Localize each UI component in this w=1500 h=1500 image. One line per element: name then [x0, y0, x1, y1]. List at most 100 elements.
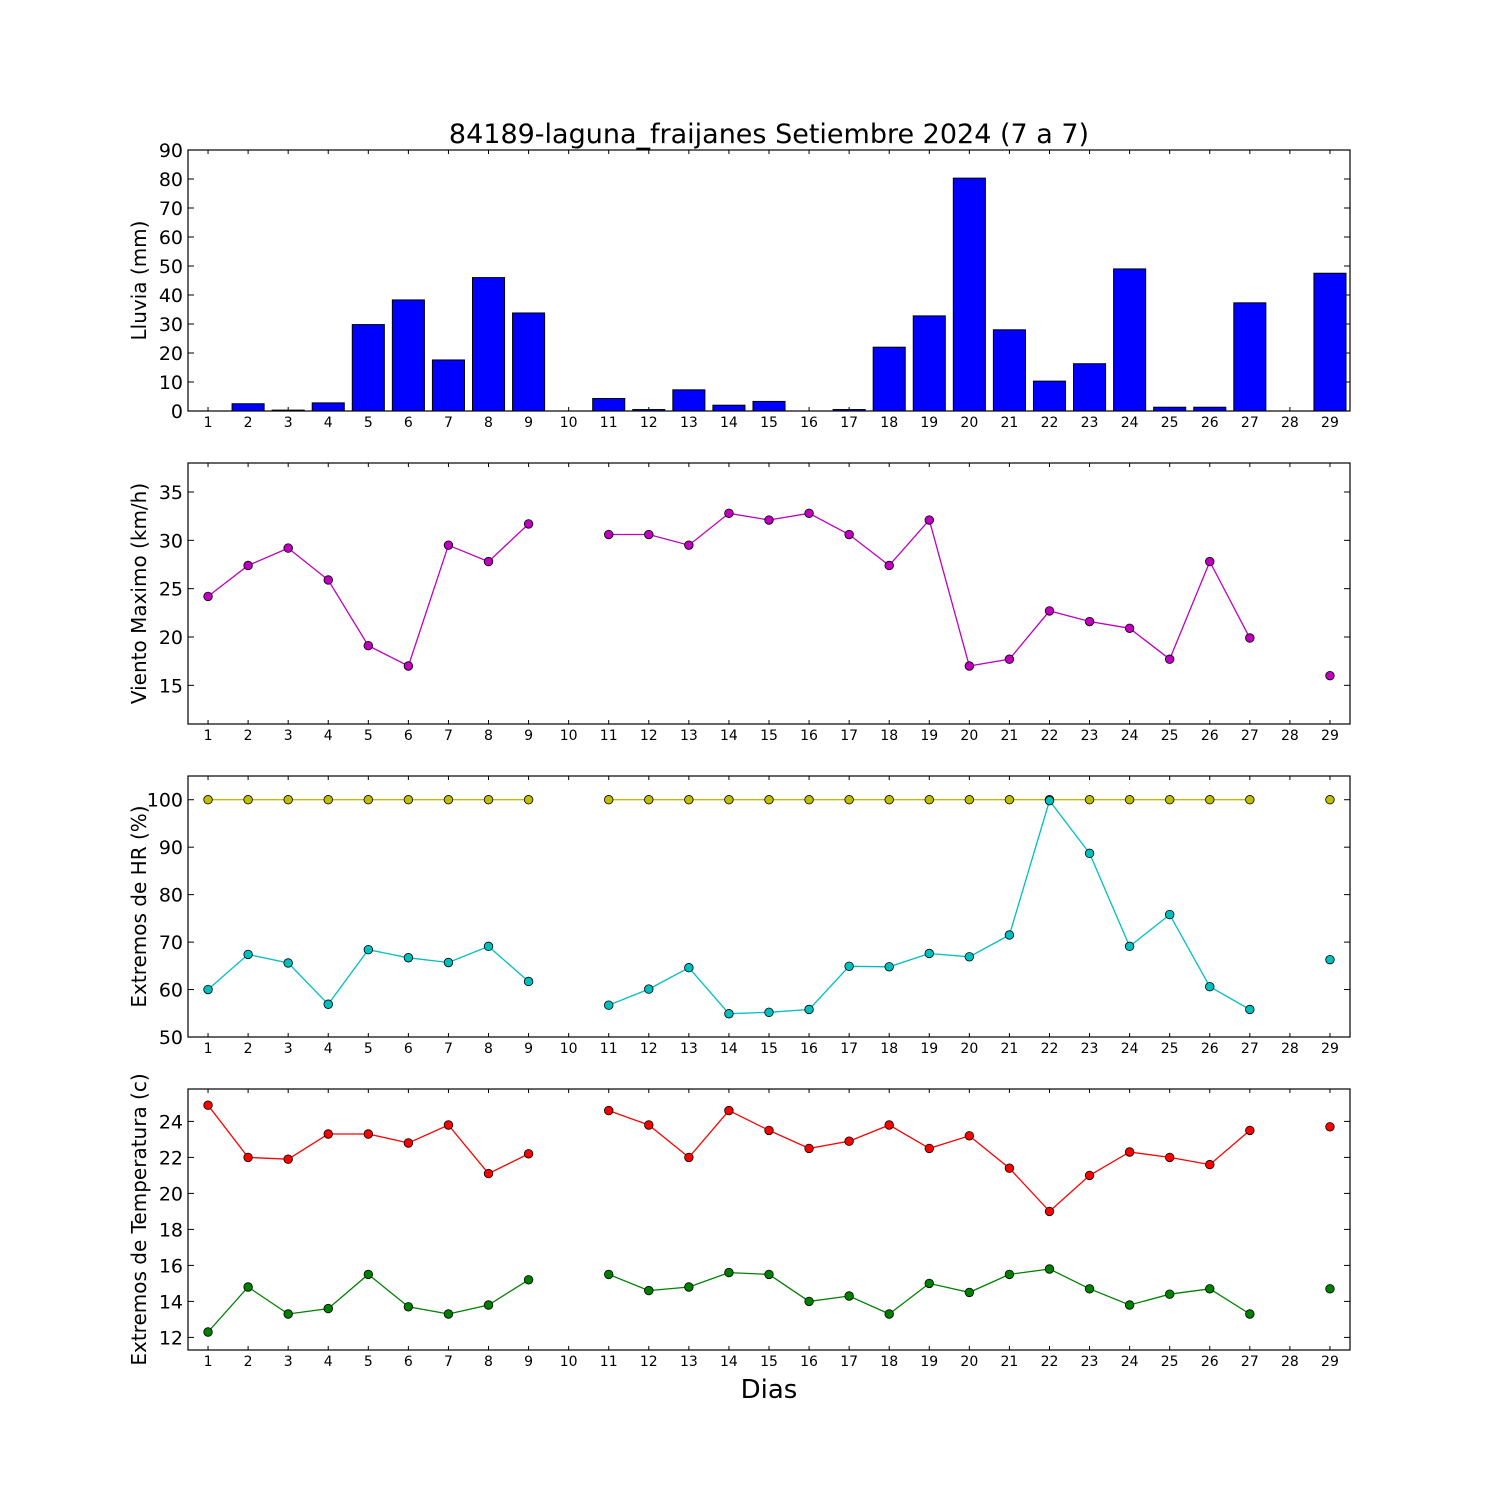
data-point: [363, 1129, 374, 1139]
x-tick-label: 12: [640, 1041, 658, 1057]
data-point: [884, 962, 894, 972]
y-tick-label: 20: [159, 627, 183, 649]
y-tick-label: 90: [159, 140, 183, 162]
rain-bar: [952, 177, 986, 412]
y-tick-label: 30: [159, 314, 183, 336]
data-point: [283, 1154, 293, 1164]
data-point: [1164, 795, 1175, 805]
data-point: [243, 795, 253, 805]
data-point: [1124, 623, 1135, 634]
data-point: [1205, 1159, 1215, 1170]
data-point: [403, 795, 414, 805]
x-tick-label: 6: [404, 1354, 413, 1370]
series-line-temperatura-1: [207, 1273, 529, 1333]
y-tick-label: 30: [159, 530, 183, 552]
data-point: [644, 795, 654, 805]
data-point: [1325, 1284, 1335, 1294]
data-point: [403, 953, 414, 963]
data-point: [523, 795, 534, 805]
data-point: [844, 529, 854, 540]
x-tick-label: 26: [1201, 1354, 1219, 1370]
rain-bar: [1313, 272, 1347, 412]
x-tick-label: 17: [840, 415, 858, 431]
data-point: [1124, 941, 1135, 952]
x-tick-label: 8: [484, 728, 493, 744]
x-tick-label: 29: [1321, 415, 1339, 431]
data-point: [844, 795, 854, 805]
data-point: [523, 519, 534, 529]
x-tick-label: 6: [404, 415, 413, 431]
y-tick-label: 10: [159, 372, 183, 394]
x-tick-label: 5: [364, 1041, 373, 1057]
x-tick-label: 19: [920, 728, 938, 744]
x-tick-label: 1: [204, 1041, 213, 1057]
data-point: [684, 963, 694, 973]
x-tick-label: 12: [640, 415, 658, 431]
x-tick-label: 28: [1281, 1354, 1299, 1370]
rain-bar: [1233, 302, 1267, 412]
y-tick-label: 16: [159, 1255, 183, 1277]
x-tick-label: 22: [1041, 415, 1059, 431]
x-tick-label: 3: [284, 1041, 293, 1057]
x-tick-label: 3: [284, 1354, 293, 1370]
x-tick-label: 29: [1321, 728, 1339, 744]
rain-bar: [992, 329, 1026, 412]
x-tick-label: 16: [800, 728, 818, 744]
y-tick-label: 40: [159, 285, 183, 307]
x-tick-label: 14: [720, 1041, 738, 1057]
rain-bar: [231, 403, 265, 412]
x-tick-label: 25: [1161, 1354, 1179, 1370]
x-tick-label: 16: [800, 415, 818, 431]
x-tick-label: 28: [1281, 1041, 1299, 1057]
x-tick-label: 9: [524, 1041, 533, 1057]
data-point: [884, 1120, 894, 1130]
x-tick-label: 15: [760, 1041, 778, 1057]
data-point: [724, 795, 734, 805]
y-tick-label: 60: [159, 227, 183, 249]
x-tick-label: 26: [1201, 415, 1219, 431]
x-tick-label: 27: [1241, 728, 1259, 744]
data-point: [1245, 795, 1255, 805]
x-tick-label: 25: [1161, 1041, 1179, 1057]
data-point: [644, 984, 654, 994]
rain-bar: [1032, 380, 1067, 412]
data-point: [1124, 1300, 1135, 1310]
data-point: [1164, 654, 1175, 664]
data-point: [924, 1143, 934, 1154]
x-tick-label: 28: [1281, 728, 1299, 744]
data-point: [684, 795, 694, 805]
x-tick-label: 10: [560, 728, 578, 744]
rain-bar: [912, 315, 946, 412]
x-tick-label: 22: [1041, 1354, 1059, 1370]
data-point: [1004, 930, 1015, 940]
x-tick-label: 9: [524, 728, 533, 744]
x-tick-label: 21: [1000, 1041, 1018, 1057]
data-point: [483, 1300, 494, 1310]
data-point: [243, 949, 253, 960]
data-point: [1004, 1163, 1015, 1173]
data-point: [323, 999, 333, 1009]
plot-frame-hr: [187, 775, 1351, 1038]
data-point: [443, 540, 454, 550]
data-point: [323, 575, 333, 585]
data-point: [1245, 1125, 1255, 1136]
series-line-temperatura-0: [207, 1104, 529, 1175]
y-tick-label: 25: [159, 579, 183, 601]
data-point: [804, 795, 814, 805]
x-tick-label: 5: [364, 1354, 373, 1370]
data-point: [1164, 1289, 1175, 1299]
data-point: [1205, 1284, 1215, 1294]
x-tick-label: 2: [244, 1354, 253, 1370]
x-tick-label: 25: [1161, 728, 1179, 744]
y-tick-label: 50: [159, 1027, 183, 1049]
data-point: [203, 1100, 213, 1110]
series-line-hr-1: [608, 799, 1251, 1015]
data-point: [964, 795, 975, 805]
data-point: [884, 560, 894, 571]
x-tick-label: 21: [1000, 415, 1018, 431]
data-point: [1245, 1309, 1255, 1319]
series-line-temperatura-1: [608, 1268, 1251, 1315]
data-point: [1245, 633, 1255, 643]
data-point: [604, 1269, 614, 1280]
